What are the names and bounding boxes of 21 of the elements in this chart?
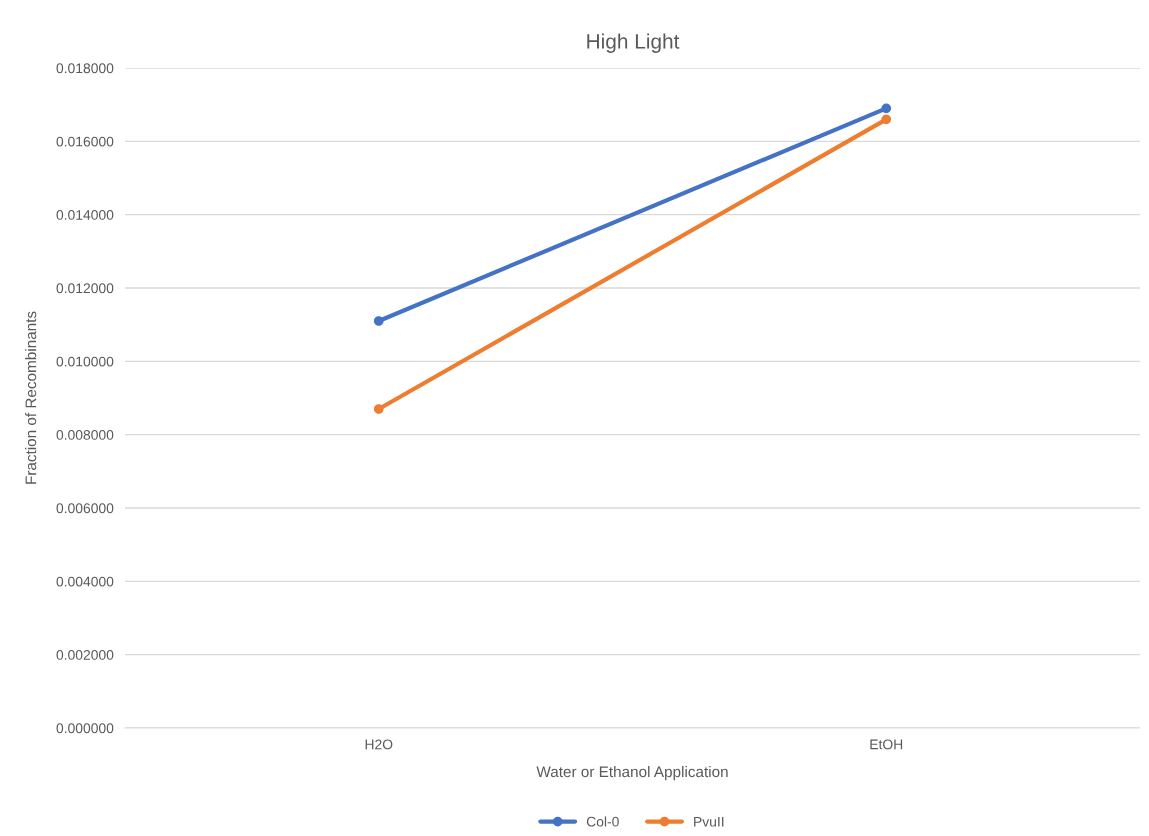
y-tick-label: 0.014000 [56,210,114,220]
x-axis-title: Water or Ethanol Application [536,765,728,781]
y-tick-label: 0.016000 [56,136,114,147]
y-tick-label: 0.018000 [56,63,114,74]
y-tick-label: 0.006000 [56,503,114,514]
chart-title: High Light [587,33,680,53]
legend-label: PvuII [694,816,724,827]
legend-label: Col-0 [586,816,619,827]
y-tick-label: 0.010000 [56,356,114,367]
y-tick-label: 0.004000 [56,576,114,587]
x-tick-label: H2O [365,739,393,750]
y-tick-label: 0.002000 [56,650,114,660]
y-tick-label: 0.012000 [56,283,114,294]
y-tick-label: 0.000000 [56,723,114,734]
y-tick-label: 0.008000 [56,430,114,440]
point [373,404,384,414]
y-axis-title: Fraction of Recombinants [25,311,37,484]
point [881,103,892,114]
point [881,114,892,125]
x-tick-label: EtOH [870,739,903,750]
point [373,316,384,326]
